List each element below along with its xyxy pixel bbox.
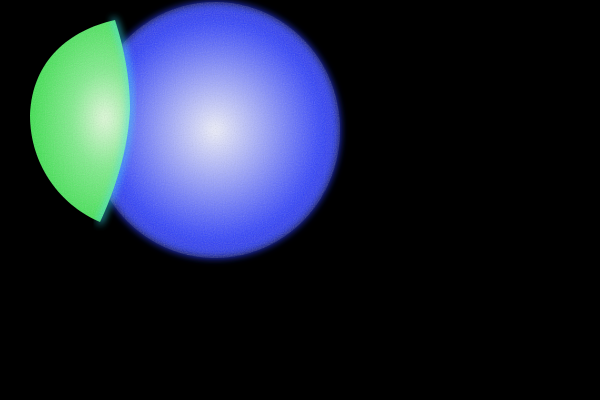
noise-overlay [30, 2, 340, 258]
